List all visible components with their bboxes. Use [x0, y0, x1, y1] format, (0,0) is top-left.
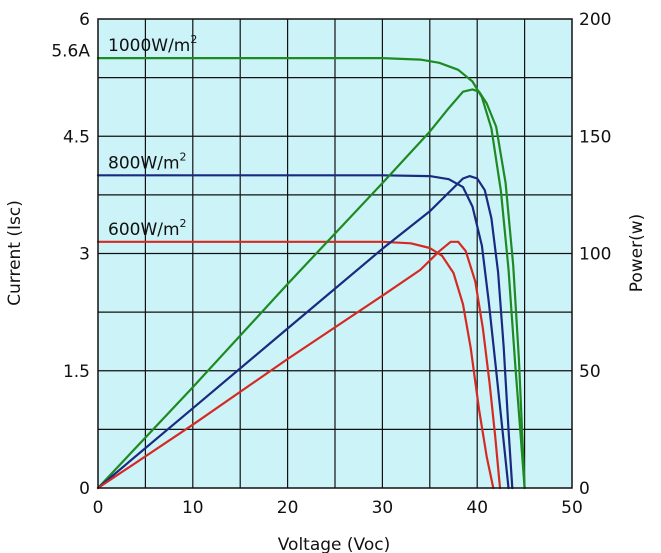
x-tick-label: 50 [561, 498, 583, 518]
curve-label-superscript: 2 [180, 217, 187, 230]
curve-label-1: 800W/m2 [108, 150, 187, 173]
y-left-axis-title: Current (Isc) [5, 200, 25, 306]
x-tick-label: 10 [182, 498, 204, 518]
current-curve-1 [96, 174, 510, 490]
y-left-tick-labels: 0 1.5 3 4.5 5.6A 6 [51, 10, 90, 499]
y-right-tick-label: 100 [579, 245, 611, 265]
y-left-tick-label: 3 [79, 245, 90, 265]
curve-labels: 1000W/m2 800W/m2 600W/m2 [108, 33, 197, 240]
power-curve-4 [96, 175, 514, 490]
grid-lines [98, 19, 572, 488]
y-right-tick-labels: 0 50 100 150 200 [579, 10, 611, 499]
power-curve-5 [96, 240, 502, 490]
y-right-axis-title: Power(w) [627, 214, 647, 293]
y-right-tick-label: 150 [579, 127, 611, 147]
x-axis-title: Voltage (Voc) [278, 535, 391, 553]
x-tick-labels: 0 10 20 30 40 50 [93, 498, 583, 518]
curves [96, 57, 526, 490]
power-curve-3 [96, 88, 526, 490]
curve-label-superscript: 2 [180, 150, 187, 163]
y-left-tick-label: 4.5 [63, 127, 90, 147]
y-right-tick-label: 200 [579, 10, 611, 30]
y-right-tick-label: 50 [579, 362, 601, 382]
x-tick-label: 40 [466, 498, 488, 518]
curve-label-0: 1000W/m2 [108, 33, 197, 56]
curve-label-2: 600W/m2 [108, 217, 187, 240]
x-tick-label: 0 [93, 498, 104, 518]
x-tick-label: 30 [372, 498, 394, 518]
y-left-tick-label: 5.6A [51, 41, 90, 61]
y-left-tick-label: 0 [79, 479, 90, 499]
y-right-tick-label: 0 [579, 479, 590, 499]
y-left-tick-label: 1.5 [63, 362, 90, 382]
plot-frame [97, 18, 573, 489]
y-left-tick-label: 6 [79, 10, 90, 30]
current-curve-2 [96, 240, 495, 490]
x-tick-label: 20 [277, 498, 299, 518]
curve-label-superscript: 2 [190, 33, 197, 46]
